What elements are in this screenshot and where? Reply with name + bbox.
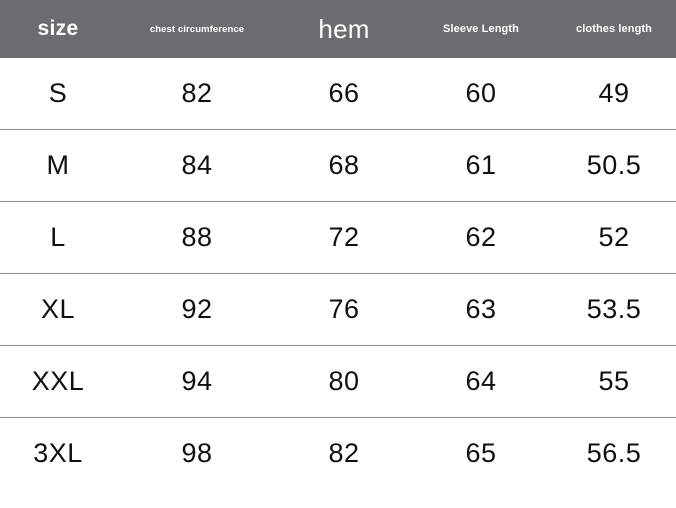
cell-clothes: 50.5 [586,150,642,180]
table-body: S 82 66 60 49 M 84 68 61 50.5 L 88 72 62… [0,58,676,508]
table-row: 3XL 98 82 65 56.5 [0,417,676,489]
table-row: XXL 94 80 64 55 [0,345,676,417]
cell-sleeve: 63 [465,294,497,324]
cell-chest: 98 [181,438,213,468]
cell-clothes: 49 [598,78,630,108]
cell-hem: 82 [328,438,360,468]
cell-hem: 76 [328,294,360,324]
cell-size: XXL [31,366,85,396]
cell-chest: 92 [181,294,213,324]
table-header-row: size chest circumference hem Sleeve Leng… [0,0,676,58]
cell-clothes: 52 [598,222,630,252]
cell-clothes: 56.5 [586,438,642,468]
cell-chest: 94 [181,366,213,396]
cell-chest: 82 [181,78,213,108]
cell-size: L [50,222,66,252]
cell-clothes: 53.5 [586,294,642,324]
column-header-hem: hem [318,13,370,44]
column-header-size: size [37,17,79,40]
cell-size: 3XL [33,438,83,468]
cell-sleeve: 62 [465,222,497,252]
table-row: L 88 72 62 52 [0,201,676,273]
cell-size: M [46,150,70,180]
cell-sleeve: 65 [465,438,497,468]
cell-chest: 84 [181,150,213,180]
cell-clothes: 55 [598,366,630,396]
cell-hem: 66 [328,78,360,108]
table-row: S 82 66 60 49 [0,58,676,129]
cell-sleeve: 64 [465,366,497,396]
table-row: M 84 68 61 50.5 [0,129,676,201]
column-header-sleeve-length: Sleeve Length [443,23,519,35]
column-header-clothes-length: clothes length [576,23,652,35]
cell-hem: 72 [328,222,360,252]
cell-size: S [48,78,68,108]
cell-size: XL [40,294,76,324]
cell-hem: 68 [328,150,360,180]
cell-chest: 88 [181,222,213,252]
column-header-chest-circumference: chest circumference [149,23,245,35]
cell-hem: 80 [328,366,360,396]
cell-sleeve: 61 [465,150,497,180]
cell-sleeve: 60 [465,78,497,108]
table-row: XL 92 76 63 53.5 [0,273,676,345]
